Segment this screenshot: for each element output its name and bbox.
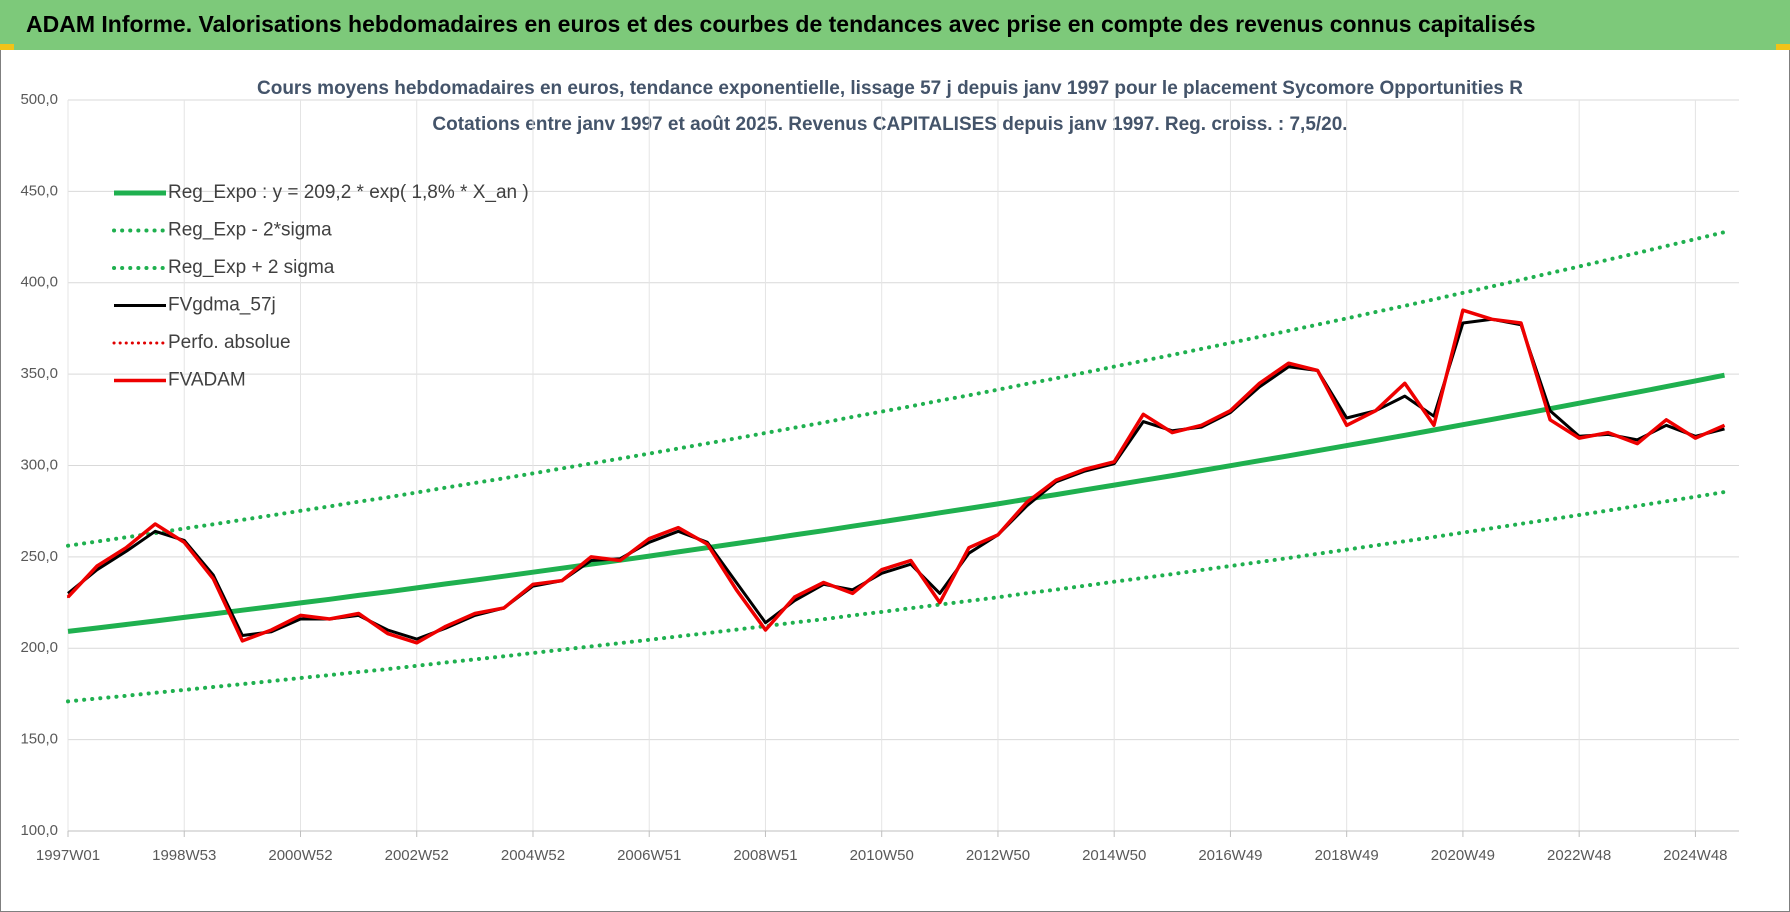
banner-title: ADAM Informe. Valorisations hebdomadaire… — [26, 11, 1536, 37]
corner-mark — [1776, 44, 1790, 50]
x-tick-label: 2014W50 — [1082, 847, 1146, 864]
x-tick-label: 2008W51 — [733, 847, 797, 864]
y-tick-label: 200,0 — [20, 639, 58, 656]
chart-subtitle: Cotations entre janv 1997 et août 2025. … — [432, 114, 1347, 135]
chart: Cours moyens hebdomadaires en euros, ten… — [20, 78, 1739, 864]
x-tick-label: 2004W52 — [501, 847, 565, 864]
series-line — [66, 230, 1727, 548]
y-tick-label: 400,0 — [20, 274, 58, 291]
series-line — [67, 372, 1725, 634]
x-tick-label: 1997W01 — [36, 847, 100, 864]
legend-label: Reg_Exp + 2 sigma — [168, 257, 335, 278]
x-tick-label: 2020W49 — [1431, 847, 1495, 864]
y-tick-label: 250,0 — [20, 548, 58, 565]
x-tick-label: 2000W52 — [268, 847, 332, 864]
legend-label: FVgdma_57j — [168, 295, 276, 316]
legend-label: Reg_Exp - 2*sigma — [168, 220, 332, 241]
series-line — [66, 490, 1727, 704]
legend-label: FVADAM — [168, 370, 246, 391]
y-tick-label: 450,0 — [20, 182, 58, 199]
y-tick-label: 150,0 — [20, 731, 58, 748]
legend-label: Reg_Expo : y = 209,2 * exp( 1,8% * X_an … — [168, 182, 529, 203]
y-tick-label: 100,0 — [20, 822, 58, 839]
x-tick-label: 2012W50 — [966, 847, 1030, 864]
x-tick-label: 2018W49 — [1315, 847, 1379, 864]
legend-label: Perfo. absolue — [168, 332, 291, 353]
y-tick-label: 500,0 — [20, 91, 58, 108]
x-tick-label: 2024W48 — [1663, 847, 1727, 864]
series-line — [66, 308, 1726, 645]
x-tick-label: 2022W48 — [1547, 847, 1611, 864]
y-tick-label: 300,0 — [20, 456, 58, 473]
x-tick-label: 2006W51 — [617, 847, 681, 864]
chart-title: Cours moyens hebdomadaires en euros, ten… — [257, 78, 1523, 99]
x-tick-label: 2016W49 — [1198, 847, 1262, 864]
banner — [0, 0, 1790, 50]
x-tick-label: 2002W52 — [385, 847, 449, 864]
corner-mark — [0, 44, 14, 50]
y-tick-label: 350,0 — [20, 365, 58, 382]
x-tick-label: 2010W50 — [850, 847, 914, 864]
x-tick-label: 1998W53 — [152, 847, 216, 864]
